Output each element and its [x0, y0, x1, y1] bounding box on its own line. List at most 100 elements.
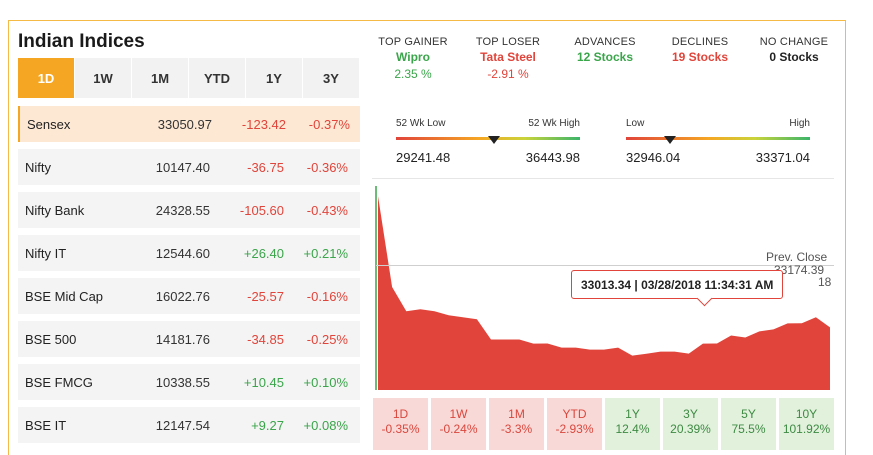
period-label: YTD: [562, 407, 587, 421]
index-name: BSE 500: [25, 331, 77, 347]
index-row-nifty-it[interactable]: Nifty IT 12544.60 +26.40 +0.21%: [18, 235, 360, 271]
tab-1d[interactable]: 1D: [18, 58, 75, 98]
declines-label: DECLINES: [671, 36, 729, 48]
week52-low-value: 29241.48: [396, 150, 451, 165]
tab-1y[interactable]: 1Y: [246, 58, 303, 98]
index-value: 33050.97: [157, 116, 212, 132]
day-range: Low High 32946.04 33371.04: [626, 118, 810, 165]
period-1m[interactable]: 1M -3.3%: [489, 398, 544, 450]
period-label: 5Y: [741, 407, 756, 421]
week52-marker-icon: [487, 136, 500, 144]
indices-list: Sensex 33050.97 -123.42 -0.37% Nifty 101…: [18, 106, 360, 450]
index-name: Sensex: [27, 116, 71, 132]
index-change: -123.42: [241, 116, 286, 132]
period-1y[interactable]: 1Y 12.4%: [605, 398, 660, 450]
index-name: Nifty Bank: [25, 202, 85, 218]
period-3y[interactable]: 3Y 20.39%: [663, 398, 718, 450]
chart-top-border: [372, 178, 834, 179]
tab-1m[interactable]: 1M: [132, 58, 189, 98]
week52-range: 52 Wk Low 52 Wk High 29241.48 36443.98: [396, 118, 580, 165]
day-range-bar: [626, 136, 810, 144]
market-stats: TOP GAINER Wipro 2.35 % TOP LOSER Tata S…: [366, 36, 846, 81]
index-name: Nifty IT: [25, 245, 67, 261]
page-title: Indian Indices: [18, 31, 145, 52]
period-label: 1W: [449, 407, 468, 421]
week52-high-value: 36443.98: [525, 150, 580, 165]
day-low-label: Low: [626, 118, 645, 129]
index-name: BSE IT: [25, 417, 67, 433]
tab-1w[interactable]: 1W: [75, 58, 132, 98]
no-change-value[interactable]: 0 Stocks: [769, 50, 819, 64]
no-change-label: NO CHANGE: [759, 36, 829, 48]
advances-value[interactable]: 12 Stocks: [576, 50, 634, 64]
index-name: BSE FMCG: [25, 374, 93, 390]
advances-label: ADVANCES: [574, 36, 636, 48]
tab-3y[interactable]: 3Y: [303, 58, 360, 98]
index-change-pct: -0.37%: [308, 116, 350, 132]
indices-panel: [8, 20, 846, 455]
index-change: -34.85: [247, 331, 284, 347]
index-row-bse-it[interactable]: BSE IT 12147.54 +9.27 +0.08%: [18, 407, 360, 443]
index-value: 16022.76: [155, 288, 210, 304]
performance-periods: 1D -0.35% 1W -0.24% 1M -3.3% YTD -2.93% …: [373, 398, 834, 450]
index-name: Nifty: [25, 159, 51, 175]
index-value: 24328.55: [155, 202, 210, 218]
period-label: 10Y: [795, 407, 818, 421]
index-value: 14181.76: [155, 331, 210, 347]
prev-close-line: [376, 265, 834, 266]
chart-tooltip: 33013.34 | 03/28/2018 11:34:31 AM: [571, 270, 784, 299]
period-1d[interactable]: 1D -0.35%: [373, 398, 428, 450]
index-change-pct: -0.36%: [306, 159, 348, 175]
top-loser-name[interactable]: Tata Steel: [480, 50, 536, 64]
index-change: -25.57: [247, 288, 284, 304]
period-label: 1D: [392, 407, 409, 421]
index-row-nifty[interactable]: Nifty 10147.40 -36.75 -0.36%: [18, 149, 360, 185]
index-name: BSE Mid Cap: [25, 288, 104, 304]
day-low-value: 32946.04: [626, 150, 681, 165]
day-high-label: High: [789, 118, 810, 129]
period-label: 3Y: [683, 407, 698, 421]
top-gainer-pct: 2.35 %: [394, 67, 432, 81]
top-loser-pct: -2.91 %: [487, 67, 529, 81]
declines: DECLINES 19 Stocks: [654, 36, 746, 81]
top-gainer-name[interactable]: Wipro: [396, 50, 430, 64]
period-pct: -3.3%: [500, 422, 533, 436]
top-loser-label: TOP LOSER: [475, 36, 541, 48]
week52-range-bar: [396, 136, 580, 144]
no-change: NO CHANGE 0 Stocks: [746, 36, 842, 81]
period-5y[interactable]: 5Y 75.5%: [721, 398, 776, 450]
day-marker-icon: [664, 136, 677, 144]
prev-close-value-partial: 18: [818, 275, 832, 289]
index-row-bse-mid-cap[interactable]: BSE Mid Cap 16022.76 -25.57 -0.16%: [18, 278, 360, 314]
index-row-bse-500[interactable]: BSE 500 14181.76 -34.85 -0.25%: [18, 321, 360, 357]
top-loser: TOP LOSER Tata Steel -2.91 %: [460, 36, 556, 81]
index-value: 12544.60: [155, 245, 210, 261]
tab-ytd[interactable]: YTD: [189, 58, 246, 98]
week52-high-label: 52 Wk High: [528, 118, 580, 129]
index-row-sensex[interactable]: Sensex 33050.97 -123.42 -0.37%: [18, 106, 360, 142]
index-change: -36.75: [247, 159, 284, 175]
intraday-chart[interactable]: [372, 178, 834, 393]
index-change: +10.45: [243, 374, 284, 390]
prev-close-label: Prev. Close: [766, 250, 828, 264]
period-10y[interactable]: 10Y 101.92%: [779, 398, 834, 450]
index-change-pct: -0.25%: [306, 331, 348, 347]
index-change-pct: +0.10%: [303, 374, 348, 390]
index-row-bse-fmcg[interactable]: BSE FMCG 10338.55 +10.45 +0.10%: [18, 364, 360, 400]
index-change-pct: +0.08%: [303, 417, 348, 433]
index-change: +26.40: [243, 245, 284, 261]
period-ytd[interactable]: YTD -2.93%: [547, 398, 602, 450]
top-gainer-label: TOP GAINER: [378, 36, 448, 48]
period-1w[interactable]: 1W -0.24%: [431, 398, 486, 450]
period-pct: 20.39%: [670, 422, 711, 436]
day-high-value: 33371.04: [755, 150, 810, 165]
prev-close-value: 33174.39: [774, 263, 825, 277]
week52-low-label: 52 Wk Low: [396, 118, 446, 129]
declines-value[interactable]: 19 Stocks: [671, 50, 729, 64]
period-pct: -2.93%: [555, 422, 594, 436]
index-change: -105.60: [239, 202, 284, 218]
advances: ADVANCES 12 Stocks: [556, 36, 654, 81]
index-value: 12147.54: [155, 417, 210, 433]
period-pct: 75.5%: [731, 422, 766, 436]
index-row-nifty-bank[interactable]: Nifty Bank 24328.55 -105.60 -0.43%: [18, 192, 360, 228]
